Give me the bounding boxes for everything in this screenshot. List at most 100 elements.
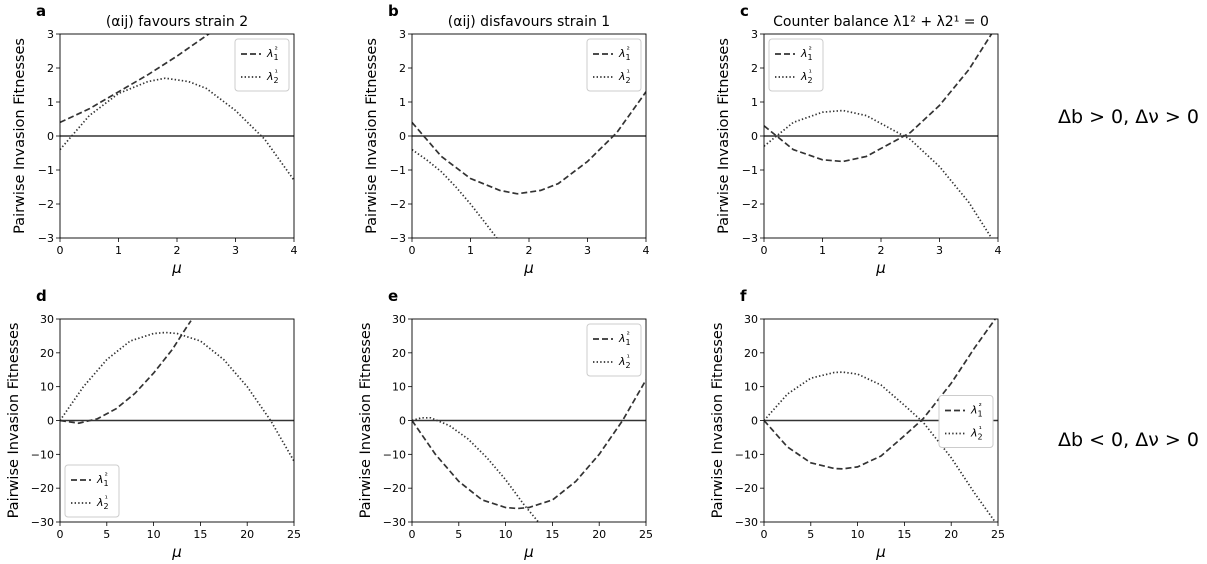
x-tick-label-e: 20 [592, 528, 606, 541]
legend-label-b-1: λ2¹ [618, 68, 631, 85]
series-line-e-0 [412, 379, 646, 510]
series-line-f-1 [764, 371, 996, 522]
y-tick-label-d: −30 [31, 516, 54, 529]
y-tick-label-a: −3 [38, 232, 54, 245]
x-axis-label-e: μ [523, 543, 534, 561]
y-tick-label-c: 0 [751, 130, 758, 143]
legend-label-b-0: λ1² [618, 45, 631, 62]
y-axis-label-c: Pairwise Invasion Fitnesses [716, 38, 732, 234]
y-tick-label-a: 1 [47, 96, 54, 109]
x-axis-label-a: μ [171, 259, 182, 277]
series-line-c-1 [764, 109, 993, 238]
legend-label-e-0: λ1² [618, 330, 631, 347]
series-line-c-0 [764, 34, 993, 163]
y-tick-label-f: 30 [744, 313, 758, 326]
x-tick-label-d: 0 [57, 528, 64, 541]
y-tick-label-f: −30 [735, 516, 758, 529]
y-tick-label-d: 0 [47, 415, 54, 428]
y-tick-label-c: 1 [751, 96, 758, 109]
panel-c: c Counter balance λ1² + λ2¹ = 0 0 1 2 3 4 −3 −2 −… [716, 2, 1002, 277]
x-tick-label-d: 10 [147, 528, 161, 541]
series-line-b-1 [412, 148, 498, 238]
legend-label-f-0: λ1² [970, 402, 983, 419]
x-tick-label-f: 0 [761, 528, 768, 541]
panel-title-a: (αij) favours strain 2 [106, 14, 248, 30]
panel-letter-f: f [740, 287, 747, 305]
y-tick-label-b: 1 [399, 96, 406, 109]
x-tick-label-e: 25 [639, 528, 653, 541]
legend-label-d-0: λ1² [96, 471, 109, 488]
x-tick-label-a: 3 [232, 244, 239, 257]
y-tick-label-d: −20 [31, 482, 54, 495]
y-tick-label-d: −10 [31, 448, 54, 461]
panel-title-c: Counter balance λ1² + λ2¹ = 0 [773, 14, 989, 30]
panel-letter-c: c [740, 2, 749, 20]
series-line-b-0 [412, 91, 646, 195]
y-tick-label-b: −1 [390, 164, 406, 177]
x-axis-label-f: μ [875, 543, 886, 561]
x-tick-label-a: 0 [57, 244, 64, 257]
y-tick-label-c: 2 [751, 62, 758, 75]
legend-label-a-0: λ1² [266, 45, 279, 62]
y-tick-label-c: 3 [751, 28, 758, 41]
panel-b: b (αij) disfavours strain 1 0 1 2 3 4 −3 −2 −1 0 1 2… [364, 2, 650, 277]
x-tick-label-c: 1 [819, 244, 826, 257]
y-tick-label-b: 0 [399, 130, 406, 143]
series-line-d-1 [60, 331, 294, 462]
x-tick-label-d: 25 [287, 528, 301, 541]
y-tick-label-f: −20 [735, 482, 758, 495]
x-tick-label-f: 15 [897, 528, 911, 541]
x-tick-label-c: 2 [878, 244, 885, 257]
panel-e: e 0 5 10 15 20 25 −30 −20 −10 0 10 20 30 μ Pairwise Inv… [358, 287, 653, 561]
series-line-a-1 [60, 77, 294, 181]
legend-label-e-1: λ2¹ [618, 353, 631, 370]
y-tick-label-e: 10 [392, 381, 406, 394]
legend-label-f-1: λ2¹ [970, 425, 983, 442]
x-tick-label-a: 1 [115, 244, 122, 257]
x-tick-label-b: 4 [643, 244, 650, 257]
y-tick-label-e: −20 [383, 482, 406, 495]
y-tick-label-e: −30 [383, 516, 406, 529]
y-tick-label-b: −3 [390, 232, 406, 245]
y-tick-label-f: −10 [735, 448, 758, 461]
x-tick-label-d: 15 [193, 528, 207, 541]
x-tick-label-b: 0 [409, 244, 416, 257]
panel-letter-b: b [388, 2, 399, 20]
y-tick-label-e: 30 [392, 313, 406, 326]
y-tick-label-c: −2 [742, 198, 758, 211]
x-tick-label-b: 2 [526, 244, 533, 257]
x-tick-label-c: 0 [761, 244, 768, 257]
x-tick-label-c: 3 [936, 244, 943, 257]
y-tick-label-b: 3 [399, 28, 406, 41]
x-tick-label-d: 20 [240, 528, 254, 541]
y-tick-label-c: −3 [742, 232, 758, 245]
y-tick-label-d: 20 [40, 347, 54, 360]
panel-f: f 0 5 10 15 20 25 −30 −20 −10 0 10 20 30 μ Pairwise Inv… [710, 287, 1005, 561]
x-axis-label-d: μ [171, 543, 182, 561]
series-line-a-0 [60, 34, 211, 124]
y-axis-label-f: Pairwise Invasion Fitnesses [710, 323, 726, 519]
panel-d: d 0 5 10 15 20 25 −30 −20 −10 0 10 20 30 μ Pairwise Inv… [6, 287, 301, 561]
x-tick-label-f: 10 [851, 528, 865, 541]
x-tick-label-b: 1 [467, 244, 474, 257]
y-tick-label-c: −1 [742, 164, 758, 177]
legend-label-d-1: λ2¹ [96, 494, 109, 511]
y-tick-label-b: 2 [399, 62, 406, 75]
y-tick-label-a: −2 [38, 198, 54, 211]
x-tick-label-e: 10 [499, 528, 513, 541]
x-tick-label-a: 2 [174, 244, 181, 257]
y-tick-label-d: 30 [40, 313, 54, 326]
x-tick-label-f: 20 [944, 528, 958, 541]
x-tick-label-f: 5 [807, 528, 814, 541]
x-axis-label-c: μ [875, 259, 886, 277]
series-line-d-0 [60, 320, 192, 425]
y-tick-label-a: 3 [47, 28, 54, 41]
y-axis-label-a: Pairwise Invasion Fitnesses [12, 38, 28, 234]
panel-title-b: (αij) disfavours strain 1 [448, 14, 610, 30]
panel-a: a (αij) favours strain 2 0 1 2 3 4 −3 −2 −1 0 1 2 3 μ P… [12, 2, 298, 277]
